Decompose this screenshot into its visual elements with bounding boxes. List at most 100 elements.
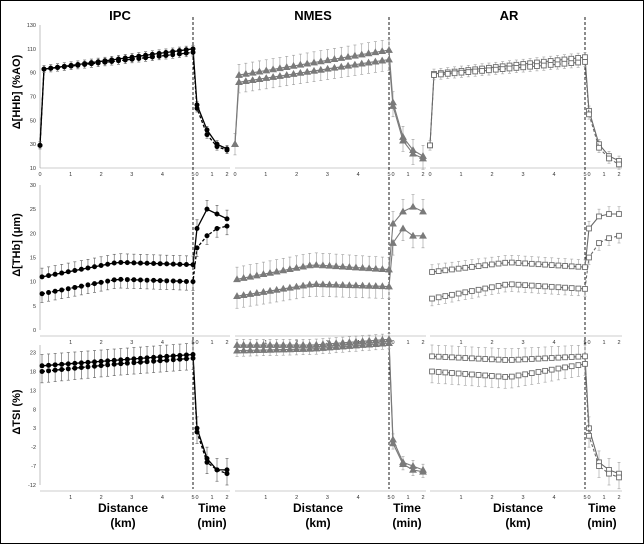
data-point <box>68 63 74 69</box>
data-point <box>37 142 43 148</box>
data-point <box>170 261 176 267</box>
ytick-label: 15 <box>30 256 36 262</box>
data-point <box>46 289 52 295</box>
data-point <box>299 281 308 289</box>
data-point <box>241 69 250 77</box>
distance-tick-label: 4 <box>161 172 164 178</box>
data-point <box>427 142 433 149</box>
data-point <box>389 219 397 227</box>
data-point <box>542 283 548 290</box>
data-point <box>371 340 380 347</box>
data-point <box>231 140 239 148</box>
data-point <box>438 71 444 78</box>
data-point <box>248 76 257 83</box>
data-point <box>596 144 602 151</box>
data-point <box>371 282 380 289</box>
data-point <box>506 65 513 72</box>
distance-tick-label: 5 <box>583 495 586 501</box>
data-point <box>39 363 45 369</box>
data-point <box>289 69 298 77</box>
series-line <box>41 353 227 471</box>
data-point <box>252 346 261 354</box>
data-point <box>143 55 149 61</box>
data-point <box>606 211 612 217</box>
data-point <box>144 260 150 266</box>
distance-tick-label: 3 <box>326 495 329 501</box>
series-line <box>431 363 620 478</box>
ytick-label: 50 <box>30 118 36 124</box>
data-point <box>534 63 540 69</box>
data-point <box>239 291 248 298</box>
data-point <box>365 264 374 272</box>
data-point <box>279 345 288 353</box>
data-point <box>65 361 71 367</box>
distance-tick-label: 5 <box>583 172 586 178</box>
data-point <box>508 373 515 380</box>
data-point <box>330 55 339 62</box>
data-point <box>449 354 455 361</box>
ylabel-hhb: Δ[HHb] (%AO) <box>11 54 23 129</box>
data-point <box>419 154 427 162</box>
data-point <box>39 368 45 374</box>
data-point <box>616 474 622 481</box>
data-point <box>606 235 612 242</box>
data-point <box>224 147 230 153</box>
data-point <box>575 59 581 66</box>
data-point <box>399 136 407 144</box>
data-point <box>156 53 162 59</box>
data-point <box>365 281 374 289</box>
distance-tick-label: 4 <box>552 495 555 501</box>
data-point <box>465 69 472 75</box>
ylabel-thb: Δ[THb] (μm) <box>11 213 23 277</box>
data-point <box>279 266 288 274</box>
data-point <box>111 361 117 367</box>
data-point <box>190 49 196 55</box>
distance-tick-label: 0 <box>233 172 236 178</box>
data-point <box>330 63 339 71</box>
data-point <box>305 344 314 352</box>
distance-tick-label: 1 <box>264 172 267 178</box>
distance-unit-ar: (km) <box>505 516 530 530</box>
data-point <box>449 370 455 376</box>
data-point <box>46 368 52 374</box>
distance-tick-label: 1 <box>264 340 267 346</box>
data-point <box>482 285 489 292</box>
data-point <box>528 260 535 267</box>
distance-label-ar: Distance <box>493 501 543 515</box>
data-point <box>235 78 243 86</box>
data-point <box>296 60 305 68</box>
data-point <box>303 59 312 67</box>
series-line <box>431 355 620 475</box>
data-point <box>92 281 98 287</box>
data-point <box>522 282 528 288</box>
data-point <box>364 49 373 57</box>
data-point <box>431 72 437 78</box>
data-point <box>262 66 271 74</box>
data-point <box>41 66 47 72</box>
data-point <box>285 283 294 291</box>
data-point <box>575 263 582 270</box>
data-point <box>214 211 220 217</box>
data-point <box>266 286 274 294</box>
data-point <box>358 263 367 271</box>
ytick-label: 5 <box>33 304 36 310</box>
data-point <box>296 68 305 76</box>
series-line <box>41 225 228 295</box>
time-label-ipc: Time <box>198 501 226 515</box>
data-point <box>95 60 101 66</box>
data-point <box>151 260 157 266</box>
data-point <box>269 65 278 73</box>
data-point <box>318 344 327 351</box>
ytick-label: 30 <box>30 142 36 148</box>
time-tick-label: 1 <box>210 172 213 178</box>
data-point <box>385 339 393 346</box>
data-point <box>495 283 502 289</box>
data-point <box>489 356 495 363</box>
time-tick-label: 0 <box>587 495 590 501</box>
distance-tick-label: 1 <box>69 340 72 346</box>
data-point <box>259 287 268 295</box>
time-unit-ar: (min) <box>587 516 616 530</box>
data-point <box>92 363 98 369</box>
